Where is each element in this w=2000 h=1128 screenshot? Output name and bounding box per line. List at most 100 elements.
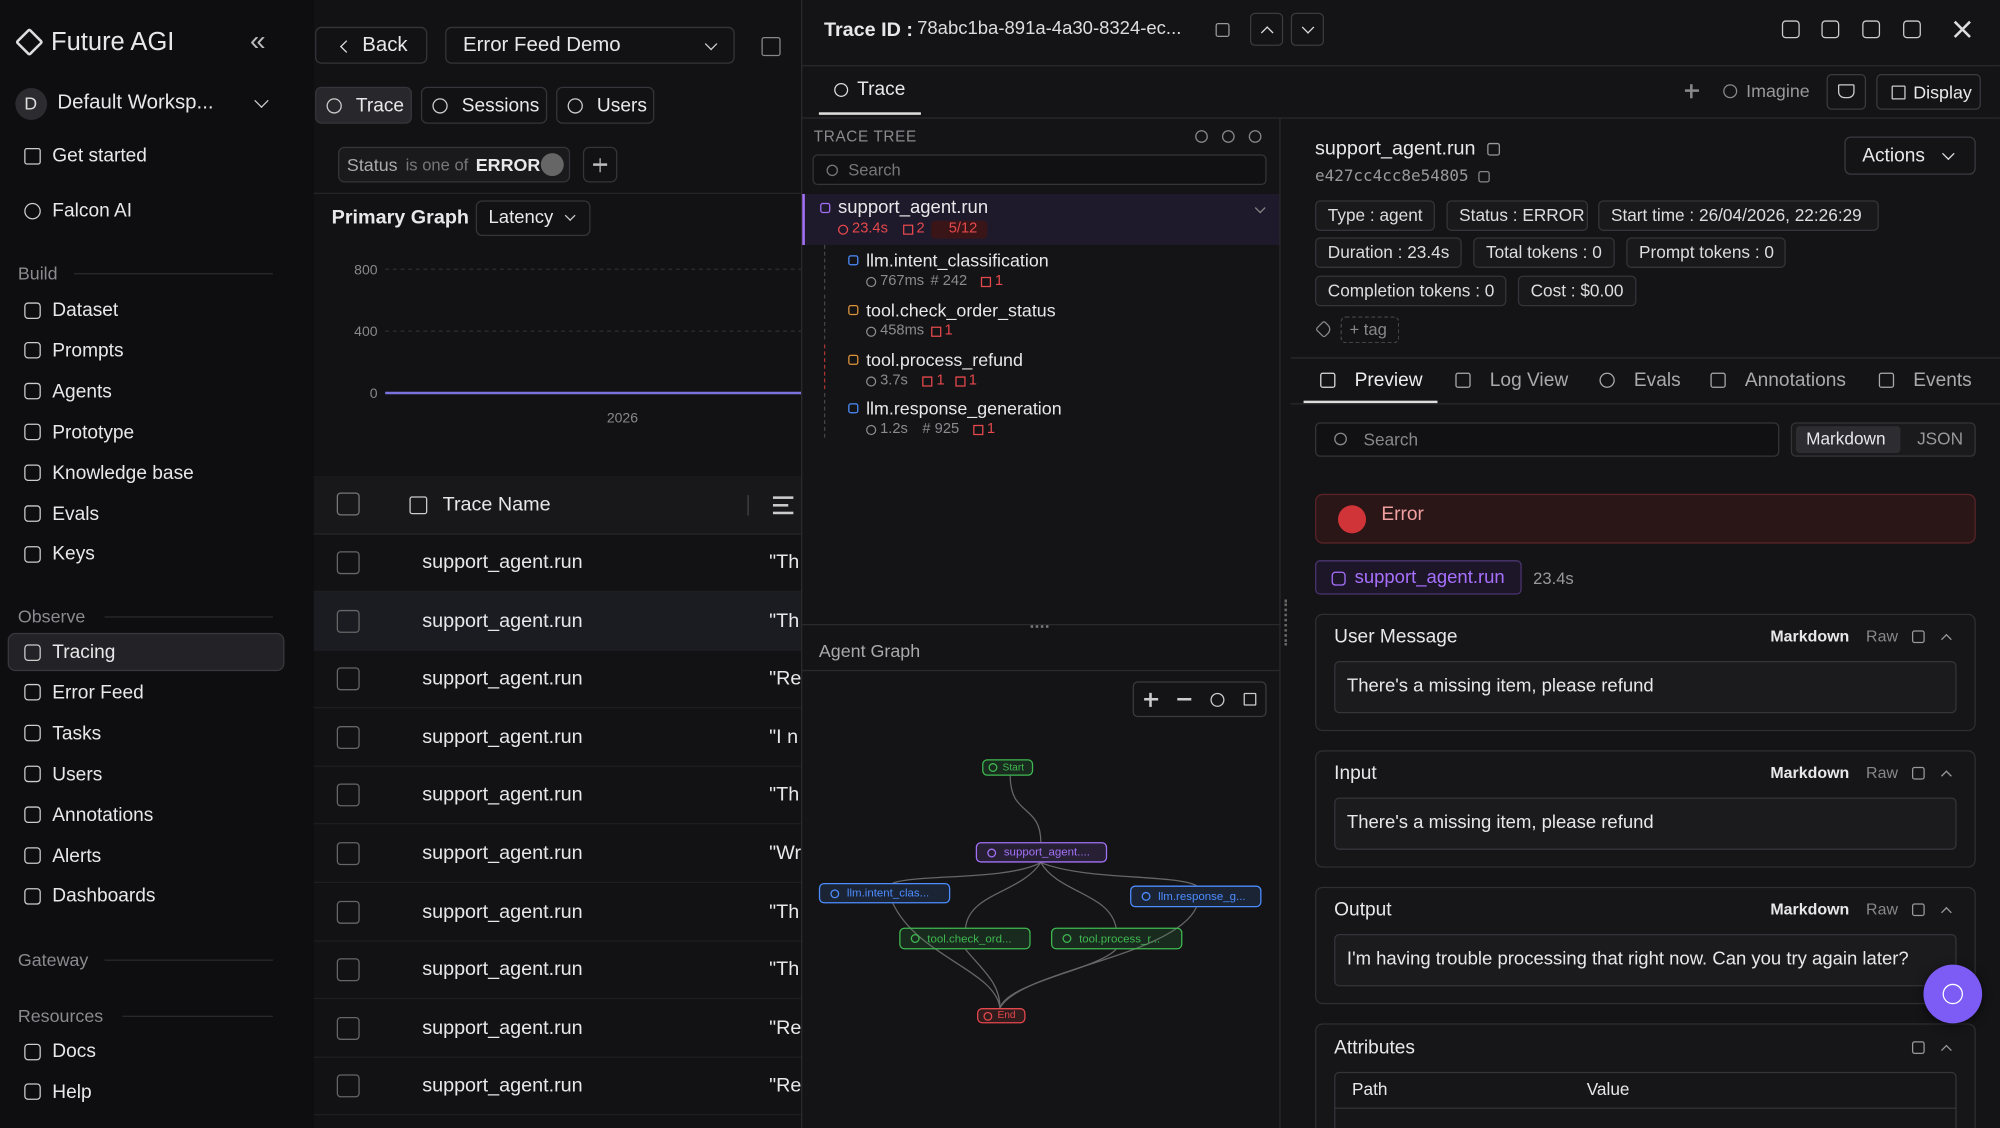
- row-checkbox[interactable]: [336, 725, 360, 749]
- row-checkbox[interactable]: [336, 609, 360, 633]
- trace-input: "Re: [769, 1017, 802, 1039]
- section-rule: [73, 273, 273, 275]
- graph-edge: [965, 948, 1001, 1009]
- nav-item[interactable]: Annotations: [52, 803, 154, 826]
- display-button[interactable]: [1876, 74, 1981, 110]
- nav-item[interactable]: Get started: [52, 144, 147, 167]
- span-name[interactable]: support_agent.run: [838, 197, 989, 218]
- prev-trace[interactable]: [1249, 12, 1284, 46]
- graph-node[interactable]: [818, 882, 951, 904]
- add-tag[interactable]: [1340, 316, 1400, 344]
- plus-icon: [1690, 83, 1693, 98]
- metric-select[interactable]: [475, 200, 591, 237]
- feed-select[interactable]: [445, 26, 735, 64]
- icon: [23, 684, 41, 702]
- detail-tab[interactable]: Preview: [1354, 369, 1423, 392]
- span-name[interactable]: tool.process_refund: [866, 349, 1023, 371]
- metric-icon: [866, 376, 877, 387]
- column-icon: [772, 496, 794, 499]
- format-option[interactable]: Markdown: [1806, 429, 1886, 449]
- view-tab[interactable]: [420, 86, 548, 124]
- row-checkbox[interactable]: [336, 783, 360, 807]
- table-row[interactable]: [313, 882, 802, 942]
- table-row[interactable]: [313, 533, 802, 593]
- back-button[interactable]: [315, 26, 428, 64]
- icon: [825, 163, 838, 176]
- row-checkbox[interactable]: [336, 842, 360, 866]
- nav-item[interactable]: Dataset: [52, 299, 119, 321]
- table-row[interactable]: [313, 766, 802, 825]
- filter-chip[interactable]: [338, 146, 571, 183]
- io-mode[interactable]: Markdown: [1770, 764, 1850, 783]
- nav-item[interactable]: Prompts: [52, 339, 124, 362]
- table-row[interactable]: [313, 650, 802, 709]
- io-mode[interactable]: Raw: [1866, 764, 1898, 783]
- nav-section-title: Gateway: [17, 949, 89, 970]
- graph-node[interactable]: [1051, 927, 1183, 950]
- assistant-fab[interactable]: [1923, 964, 1983, 1024]
- nav-item[interactable]: Agents: [52, 380, 112, 403]
- row-checkbox[interactable]: [336, 958, 360, 982]
- graph-node[interactable]: [899, 927, 1031, 950]
- trace-input: "Th: [769, 784, 800, 806]
- detail-tab[interactable]: Evals: [1633, 369, 1681, 392]
- io-title: Input: [1334, 762, 1377, 785]
- nav-item[interactable]: Evals: [52, 502, 100, 525]
- nav-item[interactable]: Tracing: [52, 641, 116, 663]
- preview-search[interactable]: [1315, 422, 1780, 457]
- nav-item[interactable]: Falcon AI: [52, 199, 133, 222]
- table-row[interactable]: [313, 999, 802, 1058]
- filter-button[interactable]: [1826, 74, 1867, 110]
- io-mode[interactable]: Markdown: [1770, 901, 1850, 919]
- row-checkbox[interactable]: [336, 667, 360, 691]
- table-row[interactable]: [313, 824, 802, 883]
- nav-item[interactable]: Knowledge base: [52, 462, 194, 484]
- span-chip[interactable]: [1315, 560, 1522, 595]
- io-mode[interactable]: Raw: [1866, 901, 1898, 919]
- span-row-selected[interactable]: [802, 193, 1280, 245]
- table-row[interactable]: [313, 1057, 802, 1116]
- table-row[interactable]: [313, 941, 802, 1000]
- workspace-name[interactable]: Default Worksp...: [57, 91, 214, 114]
- span-name[interactable]: tool.check_order_status: [866, 299, 1056, 321]
- next-trace[interactable]: [1290, 12, 1324, 46]
- row-checkbox[interactable]: [336, 1074, 360, 1098]
- table-row[interactable]: [313, 708, 802, 767]
- row-checkbox[interactable]: [336, 900, 360, 924]
- nav-item[interactable]: Error Feed: [52, 681, 144, 704]
- nav-item[interactable]: Prototype: [52, 421, 135, 444]
- nav-item[interactable]: Alerts: [52, 844, 102, 867]
- filter-clear[interactable]: [540, 153, 564, 177]
- span-name[interactable]: llm.intent_classification: [866, 250, 1049, 271]
- span-name[interactable]: llm.response_generation: [866, 398, 1062, 419]
- icon: [1243, 692, 1257, 706]
- nav-item[interactable]: Keys: [52, 543, 95, 566]
- nav-item[interactable]: Tasks: [52, 722, 102, 745]
- detail-tab[interactable]: Log View: [1489, 369, 1569, 392]
- io-mode[interactable]: Markdown: [1770, 627, 1850, 646]
- nav-item[interactable]: Users: [52, 763, 103, 785]
- table-row[interactable]: [313, 591, 802, 651]
- select-all[interactable]: [336, 492, 360, 516]
- nav-item[interactable]: Dashboards: [52, 885, 156, 908]
- graph-node[interactable]: [1130, 885, 1262, 908]
- actions-button[interactable]: [1844, 136, 1976, 175]
- add-filter[interactable]: [582, 146, 618, 183]
- row-checkbox[interactable]: [336, 1016, 360, 1040]
- trace-name: support_agent.run: [422, 609, 583, 632]
- graph-node[interactable]: [975, 842, 1108, 863]
- nav-item[interactable]: Help: [52, 1081, 92, 1103]
- row-checkbox[interactable]: [336, 551, 360, 575]
- imagine-button[interactable]: Imagine: [1746, 80, 1810, 101]
- panel-tab[interactable]: Trace: [857, 78, 906, 101]
- tree-search[interactable]: [812, 154, 1267, 186]
- collapse[interactable]: «: [249, 24, 266, 57]
- format-option[interactable]: JSON: [1917, 429, 1964, 449]
- nav-item[interactable]: Docs: [52, 1040, 96, 1063]
- span-metric: 458ms: [880, 323, 925, 339]
- metric-icon: [980, 276, 992, 288]
- detail-tab[interactable]: Annotations: [1744, 369, 1846, 392]
- detail-tab[interactable]: Events: [1913, 369, 1972, 392]
- io-mode[interactable]: Raw: [1866, 627, 1898, 646]
- view-tab[interactable]: [556, 86, 655, 124]
